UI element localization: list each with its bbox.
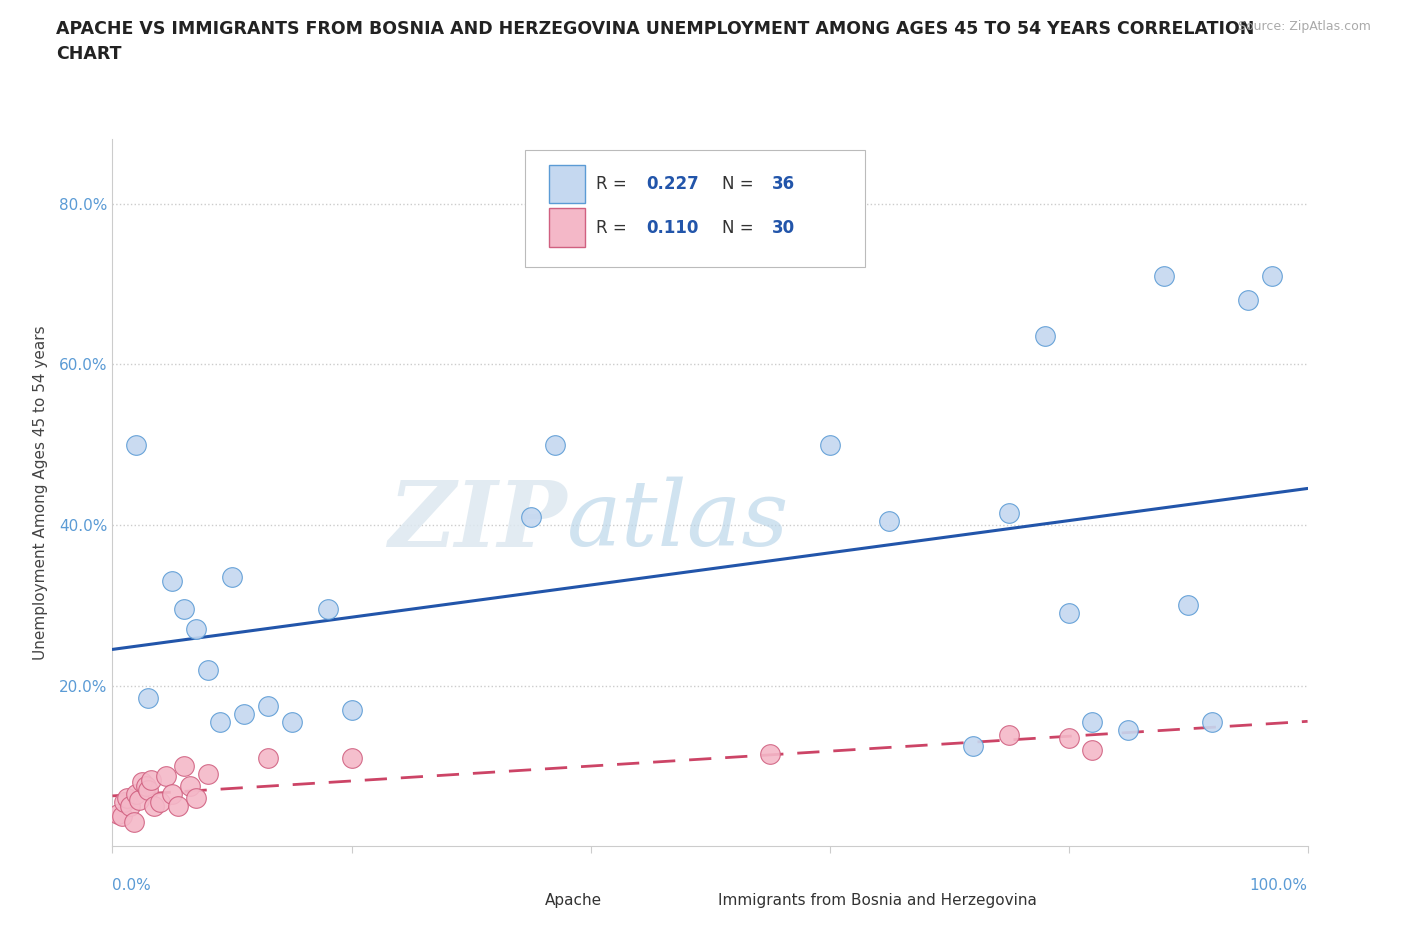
Point [340,702,363,717]
Text: 0.110: 0.110 [647,219,699,237]
Point [316,602,339,617]
Point [520,510,543,525]
Point [197,662,219,677]
Point [149,794,172,809]
FancyBboxPatch shape [524,150,865,267]
Point [818,437,841,452]
Point [962,738,984,753]
Text: CHART: CHART [56,45,122,62]
Point [162,787,183,802]
Point [1116,723,1139,737]
Point [877,513,900,528]
Point [186,790,208,805]
Point [1201,714,1223,729]
Point [257,698,280,713]
Point [162,574,183,589]
Point [139,773,162,788]
Point [128,792,150,807]
Text: R =: R = [596,175,633,193]
FancyBboxPatch shape [548,208,585,247]
Point [179,778,201,793]
Point [125,787,148,802]
Text: 100.0%: 100.0% [1250,878,1308,893]
Text: Apache: Apache [546,893,602,909]
Point [1153,269,1175,284]
Point [125,437,148,452]
Point [759,747,782,762]
Text: atlas: atlas [567,477,789,565]
Point [114,794,135,809]
Point [281,714,304,729]
Point [173,759,195,774]
Point [186,622,208,637]
Point [107,806,129,821]
FancyBboxPatch shape [548,165,585,204]
Point [120,799,142,814]
Text: Immigrants from Bosnia and Herzegovina: Immigrants from Bosnia and Herzegovina [718,893,1038,909]
Point [1057,606,1080,621]
Point [122,815,145,830]
Text: N =: N = [723,219,759,237]
Point [257,751,280,765]
Point [197,766,219,781]
FancyBboxPatch shape [508,889,536,912]
Point [998,728,1021,743]
Point [1033,329,1056,344]
Point [115,790,138,805]
Point [998,506,1021,521]
Point [167,799,190,814]
FancyBboxPatch shape [681,889,709,912]
Text: 0.0%: 0.0% [112,878,152,893]
Point [138,783,160,798]
Text: N =: N = [723,175,759,193]
Text: 0.227: 0.227 [647,175,699,193]
Text: ZIP: ZIP [388,477,567,565]
Point [111,808,134,823]
Text: APACHE VS IMMIGRANTS FROM BOSNIA AND HERZEGOVINA UNEMPLOYMENT AMONG AGES 45 TO 5: APACHE VS IMMIGRANTS FROM BOSNIA AND HER… [56,20,1254,38]
Point [1081,742,1104,757]
Point [138,690,160,705]
Text: R =: R = [596,219,633,237]
Point [1057,730,1080,745]
Point [1177,598,1199,613]
Point [1081,714,1104,729]
Point [340,751,363,765]
Point [173,602,195,617]
Y-axis label: Unemployment Among Ages 45 to 54 years: Unemployment Among Ages 45 to 54 years [32,326,48,660]
Text: 30: 30 [772,219,796,237]
Point [543,437,565,452]
Point [1260,269,1282,284]
Point [232,707,256,722]
Text: Source: ZipAtlas.com: Source: ZipAtlas.com [1237,20,1371,33]
Point [208,714,231,729]
Point [131,775,153,790]
Point [221,570,243,585]
Point [143,799,166,814]
Point [1237,293,1260,308]
Point [155,768,177,783]
Point [135,778,157,793]
Text: 36: 36 [772,175,796,193]
